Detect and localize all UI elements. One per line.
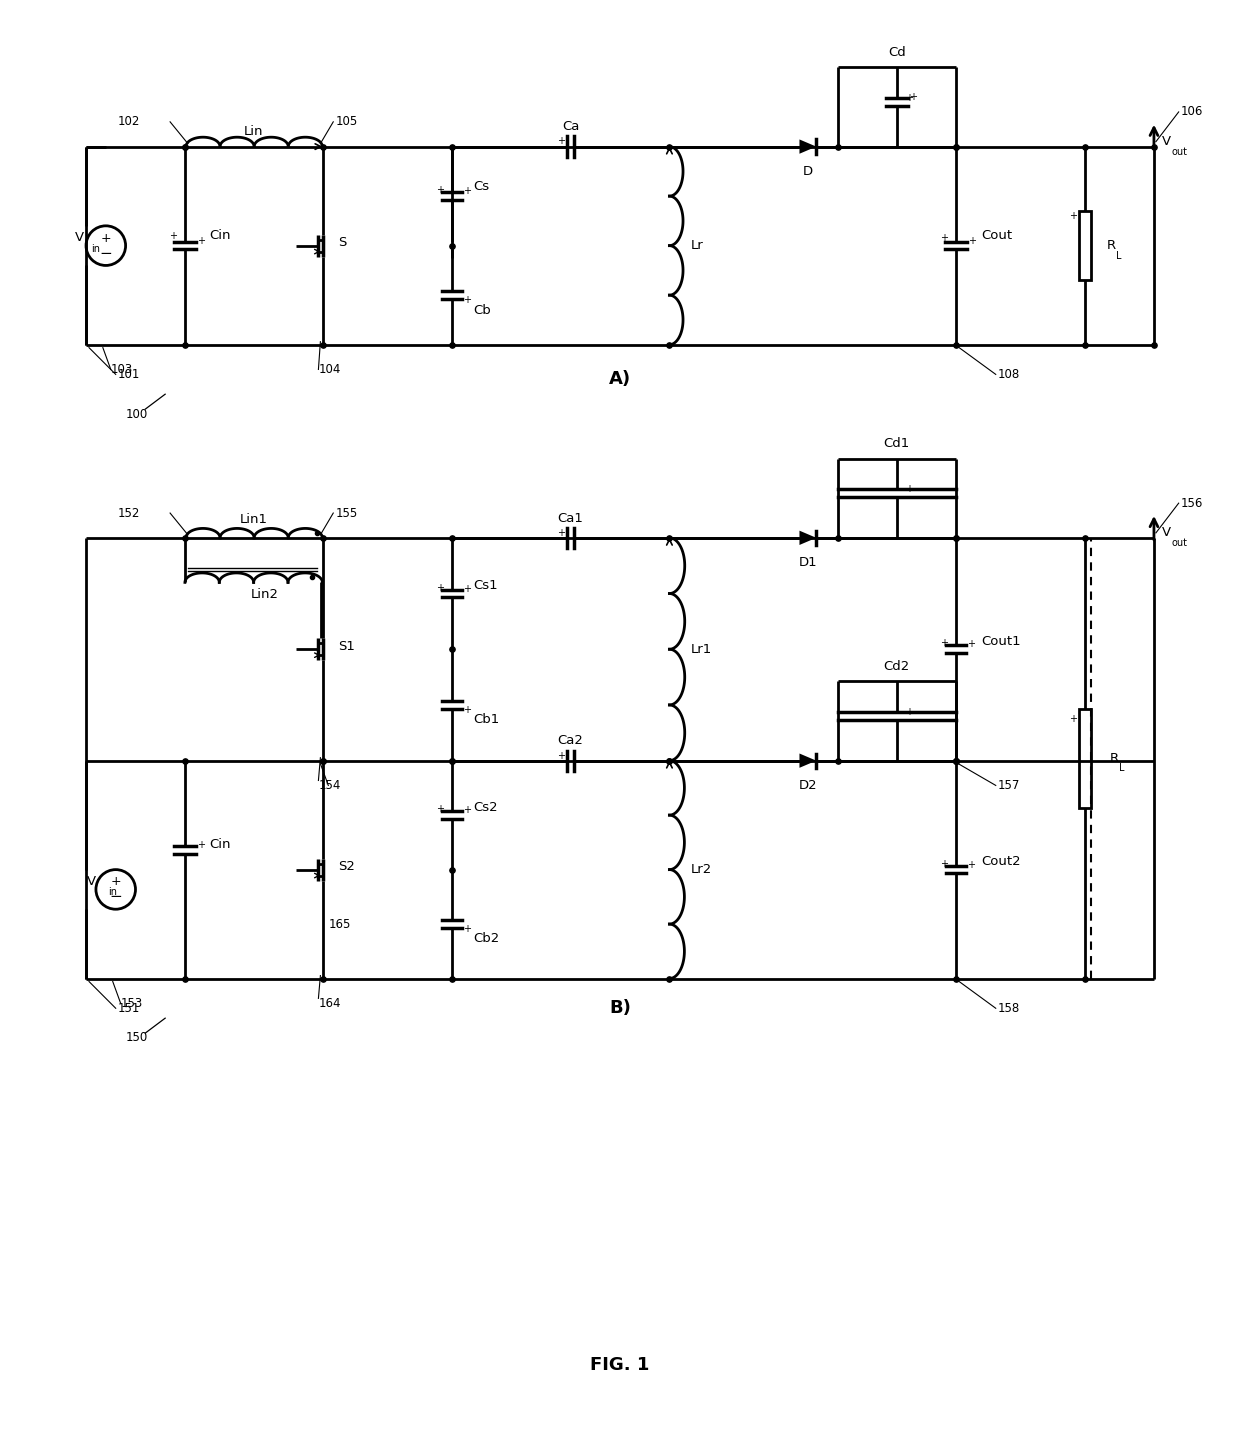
- Text: D1: D1: [799, 556, 817, 569]
- Text: +: +: [463, 295, 471, 305]
- Text: 156: 156: [1180, 496, 1203, 509]
- Text: Cb2: Cb2: [474, 933, 500, 946]
- Text: Cin: Cin: [210, 229, 231, 242]
- Text: +: +: [197, 237, 205, 245]
- Text: +: +: [557, 528, 565, 538]
- Text: D: D: [802, 165, 813, 178]
- Text: Lin2: Lin2: [252, 588, 279, 601]
- Text: FIG. 1: FIG. 1: [590, 1355, 650, 1374]
- Text: +: +: [197, 840, 205, 850]
- Text: in: in: [108, 888, 117, 897]
- Text: Cout2: Cout2: [981, 855, 1021, 868]
- Text: D2: D2: [799, 779, 817, 792]
- Text: +: +: [463, 186, 471, 196]
- Text: +: +: [909, 93, 916, 102]
- Text: V: V: [74, 231, 84, 244]
- Text: +: +: [463, 705, 471, 715]
- Text: 101: 101: [118, 369, 140, 382]
- Text: +: +: [436, 186, 444, 196]
- Text: Lr2: Lr2: [691, 863, 713, 876]
- Text: V: V: [87, 875, 95, 888]
- Text: +: +: [967, 860, 975, 869]
- Text: out: out: [1172, 147, 1188, 157]
- Bar: [1079, 708, 1091, 808]
- Text: A): A): [609, 370, 631, 389]
- Text: Lr: Lr: [691, 239, 704, 252]
- Text: 151: 151: [118, 1001, 140, 1014]
- Text: +: +: [436, 804, 444, 814]
- Text: Cs1: Cs1: [474, 579, 498, 592]
- Text: 153: 153: [120, 997, 143, 1010]
- Text: S: S: [339, 237, 346, 250]
- Text: +: +: [940, 859, 949, 869]
- Text: +: +: [905, 707, 913, 717]
- Polygon shape: [800, 139, 816, 154]
- Text: V: V: [1162, 527, 1171, 540]
- Text: L: L: [1120, 763, 1125, 773]
- Text: 103: 103: [110, 363, 133, 376]
- Polygon shape: [800, 531, 816, 546]
- Polygon shape: [800, 753, 816, 768]
- Text: in: in: [91, 244, 100, 254]
- Text: Cd: Cd: [888, 46, 905, 59]
- Text: 102: 102: [118, 115, 140, 128]
- Text: S2: S2: [339, 860, 355, 874]
- Text: 165: 165: [329, 917, 351, 930]
- Text: +: +: [110, 875, 122, 888]
- Text: +: +: [1069, 714, 1076, 724]
- Text: Lr1: Lr1: [691, 643, 713, 656]
- Text: L: L: [1116, 251, 1122, 261]
- Text: Cout: Cout: [981, 229, 1012, 242]
- Text: 150: 150: [125, 1032, 148, 1045]
- Text: 105: 105: [335, 115, 357, 128]
- Text: S1: S1: [339, 640, 355, 653]
- Text: 154: 154: [319, 779, 341, 792]
- Text: 157: 157: [998, 779, 1021, 792]
- Text: +: +: [905, 485, 913, 495]
- Text: Cs2: Cs2: [474, 801, 498, 814]
- Bar: [1079, 210, 1091, 280]
- Text: 100: 100: [125, 408, 148, 421]
- Text: R: R: [1106, 239, 1116, 252]
- Text: +: +: [169, 231, 177, 241]
- Text: 108: 108: [998, 369, 1021, 382]
- Text: 152: 152: [118, 506, 140, 519]
- Text: Ca: Ca: [562, 120, 579, 133]
- Text: 106: 106: [1180, 106, 1203, 119]
- Text: B): B): [609, 1000, 631, 1017]
- Text: 164: 164: [319, 997, 341, 1010]
- Text: +: +: [968, 237, 976, 245]
- Text: +: +: [100, 232, 112, 245]
- Text: Lin1: Lin1: [239, 514, 268, 527]
- Text: Cs: Cs: [474, 180, 490, 193]
- Text: V: V: [1162, 135, 1171, 148]
- Text: out: out: [1172, 538, 1188, 548]
- Text: Cb: Cb: [474, 303, 491, 316]
- Text: Cout1: Cout1: [981, 636, 1021, 647]
- Text: +: +: [557, 136, 565, 147]
- Text: +: +: [1069, 210, 1076, 221]
- Text: +: +: [905, 93, 913, 103]
- Text: 104: 104: [319, 363, 341, 376]
- Text: Cb1: Cb1: [474, 714, 500, 727]
- Text: Ca1: Ca1: [558, 512, 584, 524]
- Text: −: −: [109, 889, 122, 904]
- Text: Lin: Lin: [244, 125, 263, 138]
- Text: +: +: [463, 805, 471, 815]
- Text: Ca2: Ca2: [558, 734, 584, 747]
- Text: +: +: [463, 924, 471, 934]
- Text: Cin: Cin: [210, 839, 231, 852]
- Text: Cd2: Cd2: [884, 660, 910, 673]
- Text: +: +: [940, 232, 949, 242]
- Text: +: +: [557, 750, 565, 760]
- Text: 155: 155: [335, 506, 357, 519]
- Text: R: R: [1110, 752, 1118, 765]
- Text: +: +: [436, 583, 444, 592]
- Text: 158: 158: [998, 1001, 1021, 1014]
- Text: +: +: [967, 640, 975, 650]
- Text: +: +: [463, 583, 471, 593]
- Text: +: +: [940, 638, 949, 649]
- Text: −: −: [99, 245, 112, 261]
- Text: Cd1: Cd1: [884, 437, 910, 450]
